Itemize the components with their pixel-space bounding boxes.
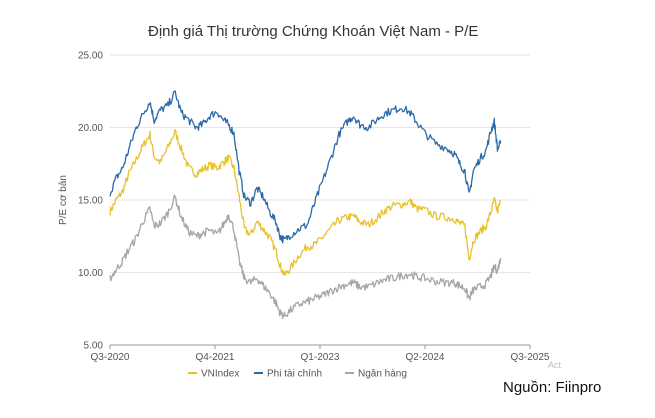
watermark-text: Act xyxy=(548,360,562,370)
x-tick-label: Q4-2021 xyxy=(196,352,235,363)
series-line-1 xyxy=(109,90,502,244)
y-tick-label: 5.00 xyxy=(84,341,104,352)
x-tick-label: Q3-2020 xyxy=(91,352,130,363)
y-tick-label: 15.00 xyxy=(78,196,103,207)
source-note: Nguồn: Fiinpro xyxy=(503,379,601,396)
y-tick-label: 10.00 xyxy=(78,268,103,279)
series-line-2 xyxy=(109,194,502,320)
x-tick-label: Q1-2023 xyxy=(301,352,340,363)
x-tick-label: Q3-2025 xyxy=(511,352,550,363)
x-axis-ticks: Q3-2020 Q4-2021 Q1-2023 Q2-2024 Q3-2025 xyxy=(91,345,550,363)
y-tick-label: 25.00 xyxy=(78,51,103,62)
chart-grid xyxy=(110,54,530,346)
legend-item-label[interactable]: Ngân hàng xyxy=(358,369,407,380)
legend-item-label[interactable]: Phi tài chính xyxy=(267,369,322,380)
legend-item-label[interactable]: VNIndex xyxy=(201,369,239,380)
y-tick-label: 20.00 xyxy=(78,123,103,134)
chart-title: Định giá Thị trường Chứng Khoán Việt Nam… xyxy=(148,23,478,40)
series-line-0 xyxy=(109,128,502,276)
y-axis-label: P/E cơ bản xyxy=(58,175,69,225)
chart-legend[interactable]: VNIndex Phi tài chính Ngân hàng xyxy=(188,369,407,380)
y-axis-ticks: 5.00 10.00 15.00 20.00 25.00 xyxy=(78,51,103,352)
x-tick-label: Q2-2024 xyxy=(406,352,445,363)
chart-series xyxy=(109,90,502,320)
